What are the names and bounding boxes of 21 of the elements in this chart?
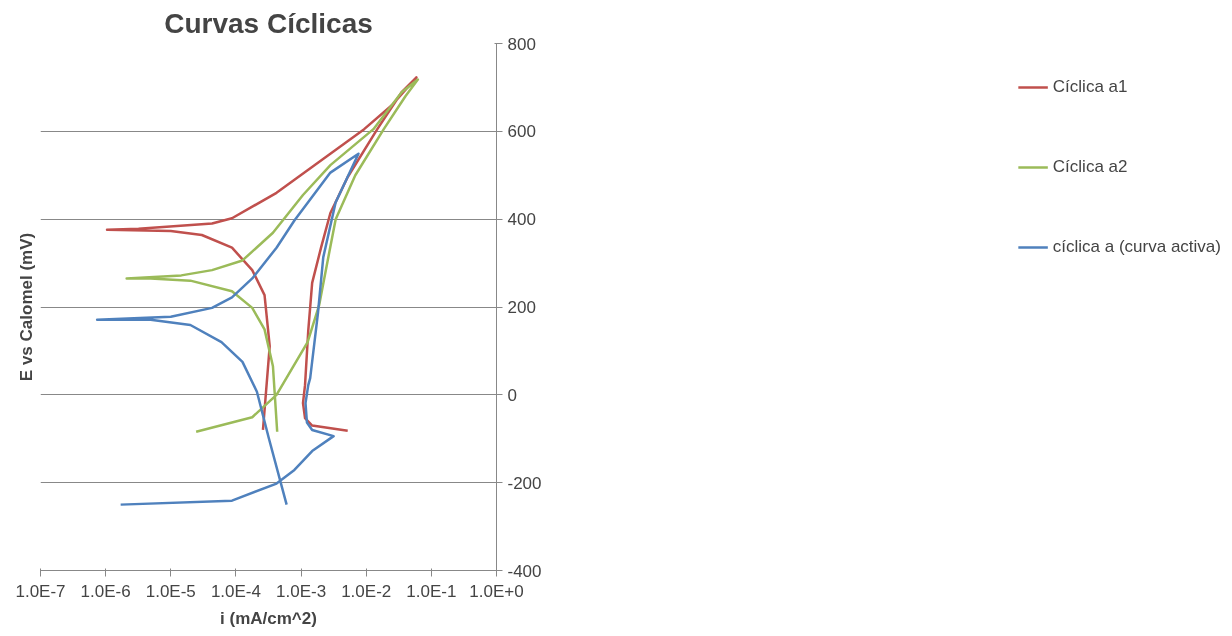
legend-label: cíclica a (curva activa) (1052, 236, 1221, 258)
x-tick-label: 1.0E-1 (406, 581, 457, 601)
x-tick-label: 1.0E-5 (145, 581, 196, 601)
legend-label: Cíclica a2 (1052, 156, 1128, 178)
x-tick-label: 1.0E-7 (15, 581, 66, 601)
x-tick-label: 1.0E-2 (341, 581, 392, 601)
y-tick-label: 400 (507, 210, 536, 230)
x-tick-label: 1.0E-4 (210, 581, 261, 601)
x-axis-title: i (mA/cm^2) (220, 608, 317, 628)
y-tick-label: -400 (507, 561, 542, 581)
y-tick-label: 800 (507, 34, 536, 54)
y-tick-label: -200 (507, 473, 542, 493)
chart-title: Curvas Cíclicas (164, 7, 373, 39)
legend-label: Cíclica a1 (1052, 76, 1128, 98)
y-tick-label: 600 (507, 122, 536, 142)
x-tick-label: 1.0E+0 (469, 581, 524, 601)
x-tick-label: 1.0E-3 (276, 581, 327, 601)
x-tick-label: 1.0E-6 (80, 581, 131, 601)
y-tick-label: 0 (507, 385, 517, 405)
y-axis-title: E vs Calomel (mV) (16, 232, 36, 382)
y-tick-label: 200 (507, 298, 536, 317)
